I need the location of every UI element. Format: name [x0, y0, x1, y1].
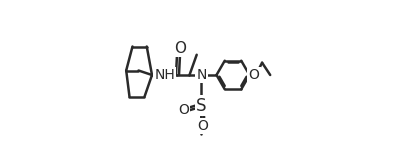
Text: O: O — [175, 41, 187, 56]
Text: N: N — [196, 68, 207, 82]
Text: O: O — [198, 119, 208, 133]
Text: O: O — [179, 102, 189, 117]
Text: O: O — [249, 68, 259, 82]
Text: S: S — [196, 97, 207, 115]
Text: NH: NH — [154, 68, 175, 82]
